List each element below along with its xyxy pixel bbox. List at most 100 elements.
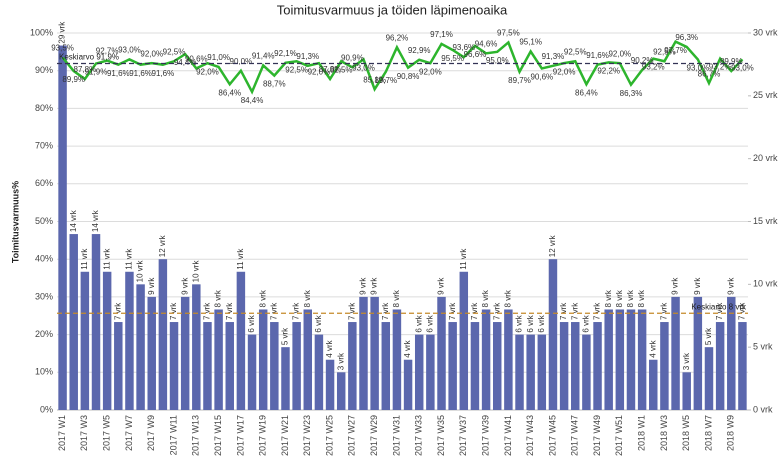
point-label: 97,5%: [497, 29, 520, 38]
point-label: 91,0%: [207, 53, 230, 62]
point-label: 97,7%: [664, 46, 687, 55]
bar: [292, 322, 301, 410]
bar-label: 11 vrk: [80, 248, 89, 270]
point-label: 89,7%: [374, 76, 397, 85]
bar: [147, 296, 156, 410]
bar-label: 5 vrk: [704, 327, 713, 345]
bar-label: 7 vrk: [470, 302, 479, 320]
bar: [381, 322, 391, 410]
bar-label: 7 vrk: [593, 302, 602, 320]
y-tick-label: 60%: [35, 178, 53, 188]
bar-label: 11 vrk: [459, 248, 468, 270]
x-tick-label: 2017 W49: [592, 415, 602, 456]
y-tick-label: 70%: [35, 140, 53, 150]
point-label: 93,2%: [709, 63, 732, 72]
point-label: 92,9%: [408, 46, 431, 55]
point-label: 93,5%: [51, 44, 74, 53]
bar: [69, 234, 78, 410]
bar-label: 7 vrk: [492, 302, 501, 320]
bar: [604, 309, 613, 410]
y2-tick-label: 20 vrk: [753, 153, 778, 163]
bar: [392, 309, 402, 410]
reference-label: Keskiarvo 8 vrk: [691, 302, 747, 311]
bar: [225, 322, 234, 410]
bar: [303, 309, 313, 410]
reference-label: Keskiarvo 91,9%: [59, 53, 119, 62]
point-label: 92,0%: [553, 67, 576, 76]
x-tick-label: 2017 W15: [213, 415, 223, 456]
x-tick-label: 2017 W29: [369, 415, 379, 456]
bar-label: 7 vrk: [660, 302, 669, 320]
bar: [727, 296, 736, 410]
bar-label: 10 vrk: [191, 260, 200, 283]
bar: [348, 322, 357, 410]
bar: [548, 259, 558, 410]
bar: [91, 234, 101, 410]
bar: [504, 309, 513, 410]
bar: [615, 309, 625, 410]
bar-label: 7 vrk: [203, 302, 212, 320]
bar-label: 8 vrk: [503, 289, 512, 307]
bar-label: 7 vrk: [570, 302, 579, 320]
y2-tick-label: 30 vrk: [753, 27, 778, 37]
point-label: 90,6%: [530, 73, 553, 82]
bar-label: 11 vrk: [236, 248, 245, 270]
bar-label: 7 vrk: [715, 302, 724, 320]
point-label: 86,7%: [698, 69, 721, 78]
point-label: 87,8%: [319, 65, 342, 74]
point-label: 94,4%: [174, 58, 197, 67]
chart-title: Toimitusvarmuus ja töiden läpimenoaika: [277, 2, 508, 17]
bar-label: 6 vrk: [414, 314, 423, 332]
x-tick-label: 2017 W21: [280, 415, 290, 456]
bar-label: 7 vrk: [269, 302, 278, 320]
bar: [203, 322, 212, 410]
bar-label: 14 vrk: [91, 209, 100, 232]
bar-label: 4 vrk: [648, 339, 657, 357]
bar-label: 7 vrk: [113, 302, 122, 320]
y-tick-label: 30%: [35, 291, 53, 301]
bar: [403, 359, 413, 410]
bar: [459, 271, 469, 410]
bar: [481, 309, 491, 410]
bar: [169, 322, 179, 410]
x-tick-label: 2017 W19: [258, 415, 268, 456]
bar: [58, 45, 67, 411]
bar-label: 8 vrk: [615, 289, 624, 307]
point-label: 86,3%: [620, 89, 643, 98]
bar: [359, 296, 368, 410]
bar-label: 6 vrk: [537, 314, 546, 332]
bar-label: 3 vrk: [336, 352, 345, 370]
bar-label: 7 vrk: [738, 302, 747, 320]
point-label: 87,8%: [74, 65, 97, 74]
point-label: 91,3%: [542, 52, 565, 61]
bar-label: 7 vrk: [347, 302, 356, 320]
point-label: 92,0%: [140, 49, 163, 58]
x-tick-label: 2017 W23: [302, 415, 312, 456]
bar-label: 9 vrk: [147, 277, 156, 295]
bar-label: 5 vrk: [281, 327, 290, 345]
y-axis-label: Toimitusvarmuus%: [10, 181, 20, 263]
bar-label: 8 vrk: [392, 289, 401, 307]
bar-label: 9 vrk: [180, 277, 189, 295]
x-tick-label: 2017 W27: [347, 415, 357, 456]
bar-label: 3 vrk: [682, 352, 691, 370]
point-label: 97,1%: [430, 30, 453, 39]
x-tick-label: 2018 W3: [659, 415, 669, 451]
bar-label: 8 vrk: [258, 289, 267, 307]
bar: [559, 322, 569, 410]
point-label: 91,3%: [296, 52, 319, 61]
x-tick-label: 2017 W9: [146, 415, 156, 451]
x-tick-label: 2017 W1: [57, 415, 67, 451]
y-tick-label: 90%: [35, 65, 53, 75]
x-tick-label: 2017 W47: [570, 415, 580, 456]
bar-label: 7 vrk: [381, 302, 390, 320]
y-tick-label: 50%: [35, 216, 53, 226]
y-tick-label: 40%: [35, 254, 53, 264]
bar: [125, 271, 134, 410]
y2-tick-label: 25 vrk: [753, 90, 778, 100]
bar: [693, 296, 703, 410]
bar-label: 7 vrk: [225, 302, 234, 320]
bar: [370, 296, 379, 410]
bar: [336, 372, 346, 410]
point-label: 89,7%: [508, 76, 531, 85]
